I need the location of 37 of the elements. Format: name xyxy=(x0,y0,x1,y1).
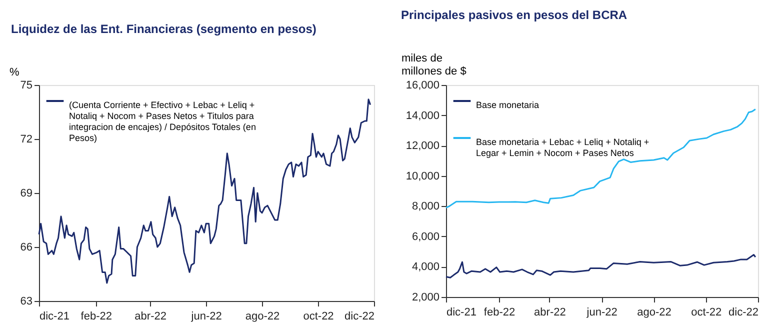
y-tick-label: 12,000 xyxy=(406,140,440,152)
y-axis-title: % xyxy=(10,66,20,78)
x-tick-label: oct-22 xyxy=(691,306,722,318)
chart-title: Principales pasivos en pesos del BCRA xyxy=(401,8,628,22)
x-tick-label: dic-21 xyxy=(446,306,476,318)
line-series xyxy=(445,254,756,278)
legend-label: Base monetaria + Lebac + Leliq + Notaliq + Legar + Lemin + Nocom + Pases Netos xyxy=(476,137,650,158)
y-tick-label: 66 xyxy=(20,242,32,254)
x-tick-label: dic-22 xyxy=(344,310,374,322)
y-tick-label: 10,000 xyxy=(406,170,440,182)
y-tick-label: 69 xyxy=(20,188,32,200)
y-tick-label: 2,000 xyxy=(412,292,440,304)
x-tick-label: ago-22 xyxy=(245,310,280,322)
y-tick-label: 4,000 xyxy=(412,261,440,274)
x-tick-label: abr-22 xyxy=(534,306,566,318)
x-tick-label: feb-22 xyxy=(484,306,516,318)
legend-label: (Cuenta Corriente + Efectivo + Lebac + Leliq + Notaliq + Nocom + Pases Netos + Titulos para integracion de encajes) / Depósitos Totales (en Pesos) xyxy=(69,100,256,143)
y-tick-label: 14,000 xyxy=(406,110,440,122)
y-tick-label: 72 xyxy=(20,134,32,146)
x-tick-label: jun-22 xyxy=(190,310,222,322)
line-series xyxy=(445,108,756,208)
x-tick-label: jun-22 xyxy=(586,306,618,318)
x-tick-label: abr-22 xyxy=(134,310,166,322)
y-tick-label: 75 xyxy=(20,80,32,92)
chart-title: Liquidez de las Ent. Financieras (segmento en pesos) xyxy=(11,22,316,36)
x-tick-label: dic-22 xyxy=(728,306,758,318)
y-tick-label: 8,000 xyxy=(412,200,440,213)
x-tick-label: ago-22 xyxy=(637,306,672,318)
y-axis-title: miles de millones de $ xyxy=(402,52,466,78)
y-tick-label: 63 xyxy=(20,296,32,308)
x-tick-label: dic-21 xyxy=(40,310,70,322)
legend-label: Base monetaria xyxy=(476,100,540,110)
y-tick-label: 6,000 xyxy=(412,230,440,243)
y-tick-label: 16,000 xyxy=(406,80,440,92)
x-tick-label: feb-22 xyxy=(80,310,112,322)
x-tick-label: oct-22 xyxy=(303,310,334,322)
line-series xyxy=(38,98,372,284)
